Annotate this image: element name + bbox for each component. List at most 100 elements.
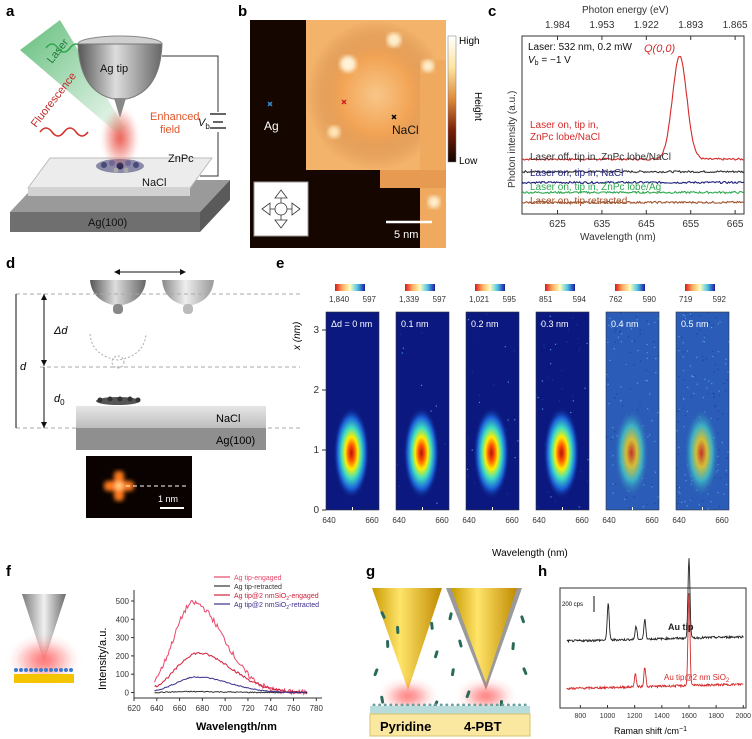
panel-e-noise-5-44 xyxy=(690,396,692,398)
panel-e-noise-5-14 xyxy=(680,501,683,503)
panel-e-colorbar-3 xyxy=(545,284,575,291)
panel-e-noise-4-33 xyxy=(631,340,633,342)
panel-g-molecule-6 xyxy=(448,612,453,621)
panel-e-noise-5-18 xyxy=(683,318,686,320)
panel-g-surface-dot-27 xyxy=(523,703,527,707)
panel-e-noise-3-43 xyxy=(567,328,570,331)
panel-e-noise-4-114 xyxy=(639,360,642,362)
panel-e-noise-4-116 xyxy=(624,498,626,501)
panel-g-molecule-10 xyxy=(511,642,515,651)
panel-e-noise-5-111 xyxy=(717,410,719,413)
panel-g-surface-dot-5 xyxy=(400,703,404,707)
panel-e-xtick-5-0: 640 xyxy=(672,516,686,525)
panel-e-noise-5-104 xyxy=(696,333,698,335)
panel-e-noise-5-10 xyxy=(710,327,713,329)
panel-g-surface-dot-2 xyxy=(383,703,387,707)
panel-e-noise-1-6 xyxy=(444,443,446,445)
panel-e-noise-5-153 xyxy=(712,355,714,358)
panel-e-noise-2-20 xyxy=(473,482,476,484)
panel-e-noise-5-49 xyxy=(677,453,680,455)
panel-d-scalebar-label: 1 nm xyxy=(158,494,178,504)
panel-e-spot-2 xyxy=(473,407,510,499)
panel-e-noise-5-112 xyxy=(683,398,685,400)
panel-f-legend-sub-2: 2 xyxy=(286,596,289,602)
panel-e-noise-4-46 xyxy=(616,393,618,395)
panel-c-series-line-3 xyxy=(521,190,745,195)
panel-c-annotation: Laser: 532 nm, 0.2 mW xyxy=(528,42,632,53)
panel-f-legend-label-1: Ag tip-retracted xyxy=(234,584,282,591)
panel-g-molecule-4 xyxy=(434,650,439,659)
panel-h-series-line-0 xyxy=(566,558,744,644)
panel-h-xtick-label-4: 1600 xyxy=(681,713,697,720)
panel-e-ytick-label-0: 0 xyxy=(313,505,319,516)
panel-e-noise-5-57 xyxy=(717,368,719,371)
panel-e-noise-1-3 xyxy=(401,352,403,354)
panel-f-legend-base-3: Ag tip@2 nmSiO xyxy=(234,602,287,609)
panel-e-colorbar-4 xyxy=(615,284,645,291)
panel-e-noise-4-98 xyxy=(645,369,647,372)
panel-f-xtick-label-6: 740 xyxy=(264,704,278,713)
panel-e-noise-5-67 xyxy=(717,418,719,420)
panel-g-surface-dot-20 xyxy=(484,703,488,707)
panel-e-heatmaps: 0 1 2 3 Δd = 0 nm 1,840 597 640 660 0.1 nm 1,339 59… xyxy=(292,284,730,559)
panel-e-noise-3-0 xyxy=(541,380,544,382)
panel-e-noise-3-41 xyxy=(554,343,557,345)
panel-g-molecule-0 xyxy=(380,611,386,619)
panel-e-noise-4-39 xyxy=(619,331,621,333)
panel-e-noise-2-8 xyxy=(517,440,519,442)
panel-e-noise-4-90 xyxy=(619,330,621,333)
panel-e-noise-4-96 xyxy=(657,412,659,414)
panel-e-noise-5-102 xyxy=(698,504,700,506)
panel-e-noise-5-116 xyxy=(708,320,710,323)
panel-e-noise-5-52 xyxy=(682,351,685,353)
panel-g-surface-dot-23 xyxy=(501,703,505,707)
panel-c-series-4-label: Laser on, tip retracted xyxy=(530,196,627,207)
panel-e-noise-5-58 xyxy=(676,430,678,432)
panel-e-noise-5-40 xyxy=(682,342,684,344)
panel-e-noise-4-22 xyxy=(607,341,609,343)
panel-e-cb-max-4: 762 xyxy=(609,295,623,304)
panel-e-noise-5-21 xyxy=(712,324,715,326)
panel-e-noise-5-15 xyxy=(705,358,707,360)
panel-e-cb-min-5: 592 xyxy=(713,295,727,304)
panel-e-noise-5-39 xyxy=(708,321,710,324)
panel-e-noise-5-123 xyxy=(693,392,695,394)
panel-e-noise-4-64 xyxy=(655,358,657,360)
panel-e-spot-1 xyxy=(403,407,440,499)
panel-e-noise-5-70 xyxy=(702,340,704,343)
panel-e-ylabel: x (nm) xyxy=(292,322,303,351)
panel-e-noise-3-42 xyxy=(561,388,563,390)
panel-c-x2tick-2: 1.922 xyxy=(634,20,659,31)
panel-e-noise-5-151 xyxy=(678,336,680,338)
panel-e-noise-2-3 xyxy=(507,381,509,383)
panel-e-xtick-0-1: 660 xyxy=(365,516,379,525)
panel-e-noise-4-16 xyxy=(620,386,622,388)
panel-a-molecule-label: ZnPc xyxy=(168,153,194,165)
panel-h-scale-label: 200 cps xyxy=(562,602,583,608)
panel-e-noise-4-11 xyxy=(633,364,635,366)
panel-e-noise-4-7 xyxy=(657,496,659,498)
panel-e-noise-4-57 xyxy=(608,402,610,405)
panel-c-series-line-2 xyxy=(521,180,745,185)
panel-g-surface-dot-17 xyxy=(467,703,471,707)
panel-g-surface-dot-14 xyxy=(450,703,454,707)
panel-e-noise-5-42 xyxy=(678,446,680,448)
panel-g-molecule-8 xyxy=(450,668,455,677)
panel-e-colorbar-2 xyxy=(475,284,505,291)
panel-e-noise-5-25 xyxy=(703,336,706,338)
panel-e-noise-4-111 xyxy=(654,321,656,324)
panel-e-noise-2-7 xyxy=(477,335,479,337)
panel-e-noise-3-13 xyxy=(547,491,549,493)
panel-e-ytick-label-3: 3 xyxy=(313,325,319,336)
panel-e-noise-5-132 xyxy=(702,508,704,510)
panel-e-noise-3-3 xyxy=(545,323,547,325)
panel-c-annotation-bias: Vb = −1 V xyxy=(528,55,571,67)
panel-e-xtick-0-0: 640 xyxy=(322,516,336,525)
panel-e-spot-5 xyxy=(683,407,720,499)
panel-f-illustration xyxy=(12,594,76,683)
panel-e-spot-3 xyxy=(543,407,580,499)
panel-e-noise-4-99 xyxy=(622,323,624,325)
panel-d-delta-label: Δd xyxy=(53,325,68,337)
panel-c-x2-title: Photon energy (eV) xyxy=(582,5,669,16)
panel-e-noise-5-51 xyxy=(684,500,686,503)
